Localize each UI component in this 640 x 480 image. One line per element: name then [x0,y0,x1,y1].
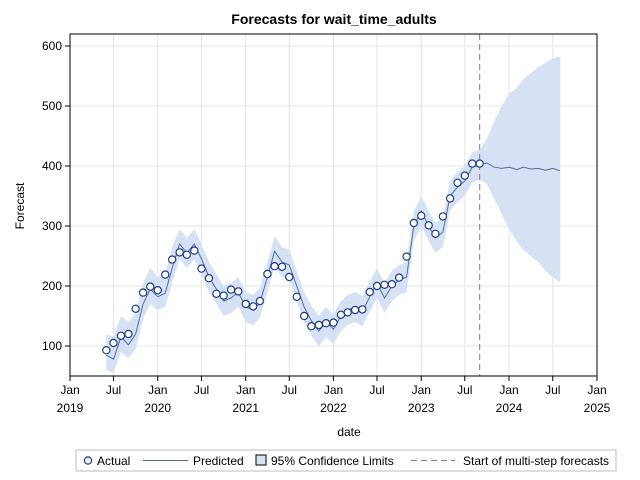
actual-point [197,264,206,273]
actual-point [314,320,324,330]
y-tick-label: 200 [42,279,62,293]
actual-points [102,159,484,355]
legend-label-predicted: Predicted [193,454,244,468]
actual-point [175,248,184,257]
confidence-swatch-icon [255,454,267,466]
actual-point [241,299,250,309]
actual-point [255,296,265,306]
actual-point [475,159,484,168]
actual-point [219,291,228,300]
actual-point [321,319,331,328]
actual-point [248,302,258,311]
legend-item-confidence: 95% Confidence Limits [255,454,394,468]
chart-title: Forecasts for wait_time_adults [231,11,437,27]
actual-point [263,269,272,279]
actual-marker-icon [83,456,93,465]
actual-point [307,322,316,331]
actual-point [131,304,140,313]
actual-point [402,252,411,261]
legend-label-actual: Actual [97,454,130,468]
actual-point [102,346,111,355]
x-tick-label: Jan [60,383,79,397]
x-tick-label: Jan [587,383,606,397]
actual-point [167,255,177,264]
x-tick-label: Jul [282,383,297,397]
x-tick-year-label: 2023 [408,401,435,415]
actual-point [468,159,477,168]
actual-point [336,310,346,319]
y-tick-label: 300 [42,219,62,233]
actual-point [190,246,199,255]
legend-item-forecast-start: Start of multi-step forecasts [411,454,609,468]
actual-point [358,305,367,314]
actual-point [387,280,397,289]
actual-point [343,308,352,317]
predicted-line [106,162,561,360]
actual-point [424,221,433,230]
x-axis-label: date [337,425,361,439]
x-tick-label: Jan [412,383,431,397]
y-tick-label: 100 [42,339,62,353]
actual-point [182,250,192,259]
y-tick-label: 600 [42,39,62,53]
actual-point [417,211,426,220]
x-tick-label: Jan [148,383,167,397]
x-tick-year-label: 2020 [144,401,171,415]
actual-point [372,281,382,291]
actual-point [234,287,243,296]
actual-point [438,212,448,221]
actual-point [277,262,287,271]
actual-point [299,311,309,321]
actual-point [350,305,360,315]
legend-item-actual: Actual [83,454,130,468]
actual-point [431,229,440,238]
x-tick-label: Jul [457,383,472,397]
x-tick-label: Jul [106,383,121,397]
actual-point [270,262,279,271]
x-tick-label: Jul [194,383,209,397]
x-tick-year-label: 2025 [584,401,611,415]
x-tick-year-label: 2024 [496,401,523,415]
actual-point [146,282,155,291]
y-tick-label: 400 [42,159,62,173]
actual-point [153,286,162,295]
actual-point [329,318,338,327]
actual-point [409,218,419,228]
actual-point [460,171,469,180]
actual-point [380,280,389,289]
actual-point [394,273,404,282]
actual-point [445,194,455,203]
legend-box [75,449,617,472]
actual-point [116,331,126,340]
actual-point [138,288,148,297]
actual-point [453,178,462,187]
x-tick-label: Jan [324,383,343,397]
actual-point [226,285,236,294]
x-axis: Jan 2019 Jul Jan 2020 Jul Jan 2021 Jul Jan 2022 Jul… [57,376,611,415]
x-tick-year-label: 2022 [320,401,347,415]
y-tick-label: 500 [42,99,62,113]
actual-point [161,270,170,279]
actual-point [124,329,133,339]
actual-point [204,274,214,283]
x-tick-label: Jul [545,383,560,397]
x-tick-label: Jan [236,383,255,397]
actual-point [212,289,221,298]
legend-item-predicted: Predicted [143,454,244,468]
x-tick-label: Jul [369,383,384,397]
actual-point [285,272,294,282]
actual-point [292,292,301,301]
legend-label-forecast-start: Start of multi-step forecasts [463,454,609,468]
x-tick-label: Jan [499,383,518,397]
actual-point [109,338,118,348]
y-axis: 100 200 300 400 500 600 [42,39,70,353]
x-tick-year-label: 2021 [232,401,259,415]
x-tick-year-label: 2019 [57,401,84,415]
actual-point [365,287,375,297]
legend-label-confidence: 95% Confidence Limits [271,454,394,468]
y-axis-label: Forecast [13,182,27,229]
